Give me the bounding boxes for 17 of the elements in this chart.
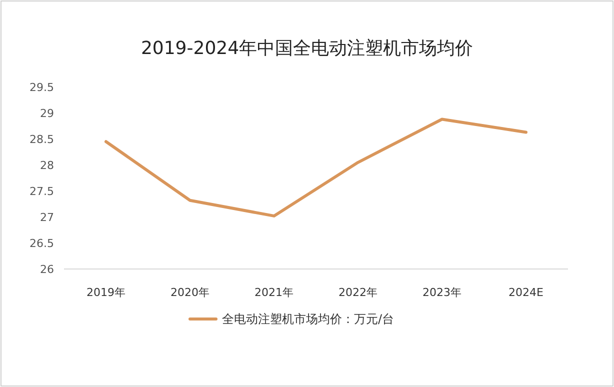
x-tick-label: 2019年 bbox=[86, 286, 126, 299]
chart-title: 2019-2024年中国全电动注塑机市场均价 bbox=[140, 38, 474, 59]
legend-label: 全电动注塑机市场均价：万元/台 bbox=[222, 312, 394, 326]
y-tick-label: 26 bbox=[40, 263, 54, 276]
y-tick-label: 28 bbox=[40, 159, 54, 172]
line-series bbox=[104, 118, 528, 218]
y-tick-label: 27.5 bbox=[30, 185, 54, 198]
x-tick-label: 2023年 bbox=[422, 286, 462, 299]
y-tick-label: 29.5 bbox=[30, 81, 54, 94]
x-tick-label: 2024E bbox=[508, 286, 544, 299]
y-tick-label: 27 bbox=[40, 211, 54, 224]
y-tick-label: 26.5 bbox=[30, 237, 54, 250]
y-tick-label: 28.5 bbox=[30, 133, 54, 146]
x-tick-label: 2021年 bbox=[254, 286, 294, 299]
y-tick-label: 29 bbox=[40, 107, 54, 120]
x-tick-label: 2020年 bbox=[170, 286, 210, 299]
x-tick-label: 2022年 bbox=[338, 286, 378, 299]
